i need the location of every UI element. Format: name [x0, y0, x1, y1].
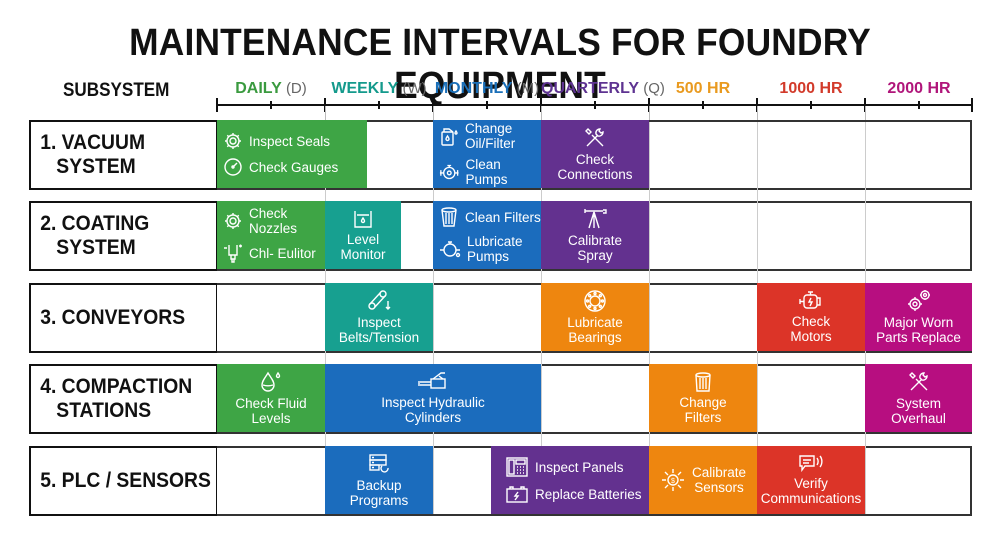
column-header-quarterly: QUARTERLY (Q)	[541, 80, 665, 97]
task-plc-quarterly: Inspect Panels Replace Batteries	[491, 446, 649, 514]
task-coating-weekly: Level Monitor	[325, 201, 401, 269]
task-conveyors-quarterly: Lubricate Bearings	[541, 283, 649, 351]
subsystem-header: SUBSYSTEM	[63, 80, 170, 101]
task-compaction-weekly-monthly: Inspect Hydraulic Cylinders	[325, 364, 541, 432]
level-tank-icon	[354, 211, 372, 228]
gauge-icon	[224, 158, 242, 176]
sensor-icon: $	[661, 469, 684, 491]
column-header-weekly: WEEKLY (W)	[331, 80, 427, 97]
battery-icon	[506, 486, 528, 503]
lubricate-pump-icon	[440, 241, 461, 258]
motor-icon	[799, 291, 821, 309]
task-coating-monthly: Clean Filters Lubricate Pumps	[433, 201, 541, 269]
svg-text:$: $	[671, 478, 675, 485]
filter-canister-icon	[695, 372, 711, 392]
task-plc-1000hr: Verify Communications	[757, 446, 865, 514]
column-header-monthly: MONTHLY (M)	[434, 80, 540, 97]
row-label-plc-sensors: 5. PLC / SENSORS	[29, 446, 218, 516]
task-coating-quarterly: Calibrate Spray	[541, 201, 649, 269]
column-header-daily: DAILY (D)	[235, 80, 307, 97]
task-plc-500hr: $ Calibrate Sensors	[649, 446, 757, 514]
fluid-drops-icon	[261, 371, 281, 392]
tools-crossed-icon	[908, 372, 928, 391]
control-panel-icon	[506, 457, 528, 477]
task-conveyors-1000hr: Check Motors	[757, 283, 865, 351]
column-header-500hr: 500 HR	[675, 80, 731, 97]
task-vacuum-daily: Inspect Seals Check Gauges	[217, 120, 367, 188]
task-conveyors-2000hr: Major Worn Parts Replace	[865, 283, 972, 351]
gear-seal-icon	[225, 133, 241, 149]
wrench-screwdriver-icon	[585, 128, 604, 147]
task-vacuum-quarterly: Check Connections	[541, 120, 649, 188]
spray-calibrate-icon	[584, 209, 607, 229]
nozzle-icon	[224, 244, 242, 263]
filter-icon	[441, 207, 457, 227]
row-label-compaction-stations: 4. COMPACTION STATIONS	[29, 364, 218, 434]
row-label-vacuum-system: 1. VACUUM SYSTEM	[29, 120, 218, 190]
gear-nozzle-icon	[225, 213, 241, 229]
communication-icon	[799, 455, 823, 473]
row-label-conveyors: 3. CONVEYORS	[29, 283, 218, 353]
task-compaction-500hr: Change Filters	[649, 364, 757, 432]
task-coating-daily: Check Nozzles Chl- Eulitor	[217, 201, 325, 269]
column-header-1000hr: 1000 HR	[779, 80, 843, 97]
chart-title: MAINTENANCE INTERVALS FOR FOUNDRY EQUIPM…	[129, 22, 871, 107]
task-plc-weekly: Backup Programs	[325, 446, 433, 514]
oil-can-icon	[441, 128, 458, 146]
server-backup-icon	[369, 454, 389, 473]
pump-icon	[439, 164, 459, 180]
belt-tension-icon	[368, 290, 391, 310]
column-header-2000hr: 2000 HR	[887, 80, 951, 97]
task-compaction-2000hr: System Overhaul	[865, 364, 972, 432]
task-vacuum-monthly: Change Oil/Filter Clean Pumps	[433, 120, 541, 188]
hydraulic-cylinder-icon	[418, 372, 446, 389]
row-label-coating-system: 2. COATING SYSTEM	[29, 201, 218, 271]
bearing-icon	[584, 290, 606, 312]
task-conveyors-weekly: Inspect Belts/Tension	[325, 283, 433, 351]
task-compaction-daily: Check Fluid Levels	[217, 364, 325, 432]
gears-icon	[907, 290, 930, 311]
